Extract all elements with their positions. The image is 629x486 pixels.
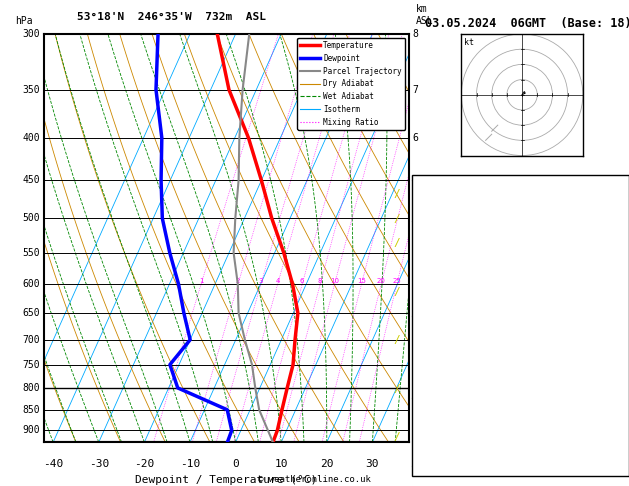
Text: 850: 850 <box>23 405 40 415</box>
Text: -6: -6 <box>605 425 616 434</box>
Text: /: / <box>393 433 400 442</box>
Text: 0: 0 <box>611 384 616 393</box>
Text: LCL: LCL <box>411 383 426 392</box>
Text: Hodograph: Hodograph <box>496 399 548 408</box>
Text: 47: 47 <box>605 193 616 203</box>
Text: 600: 600 <box>23 279 40 289</box>
Text: θᴇ(K): θᴇ(K) <box>421 261 450 271</box>
Text: θᴇ (K): θᴇ (K) <box>421 343 456 352</box>
Text: PW (cm): PW (cm) <box>421 207 462 216</box>
Text: -10: -10 <box>180 459 200 469</box>
Text: 550: 550 <box>23 248 40 258</box>
Text: 900: 900 <box>23 425 40 435</box>
Text: /: / <box>393 214 400 224</box>
Text: CIN (J): CIN (J) <box>421 384 462 393</box>
Text: 4: 4 <box>413 279 418 289</box>
Text: -30: -30 <box>89 459 109 469</box>
Text: 4: 4 <box>611 275 616 284</box>
Text: 800: 800 <box>23 383 40 393</box>
Text: 03.05.2024  06GMT  (Base: 18): 03.05.2024 06GMT (Base: 18) <box>425 17 629 30</box>
Text: -1.8: -1.8 <box>593 248 616 257</box>
Text: 8: 8 <box>318 278 323 284</box>
Text: 3: 3 <box>413 335 418 345</box>
Text: 650: 650 <box>23 308 40 318</box>
Text: 5: 5 <box>413 213 418 224</box>
Text: CIN (J): CIN (J) <box>421 302 462 312</box>
Text: -20: -20 <box>134 459 155 469</box>
Text: 750: 750 <box>23 360 40 370</box>
Text: 15: 15 <box>357 278 366 284</box>
Text: 0.54: 0.54 <box>593 207 616 216</box>
Text: 7: 7 <box>413 85 418 95</box>
Text: StmDir: StmDir <box>421 438 456 448</box>
Text: Most Unstable: Most Unstable <box>485 317 559 327</box>
Text: 53°18'N  246°35'W  732m  ASL: 53°18'N 246°35'W 732m ASL <box>77 12 266 22</box>
Text: 10: 10 <box>330 278 339 284</box>
Text: /: / <box>393 287 400 296</box>
Text: 10: 10 <box>274 459 288 469</box>
Text: -3: -3 <box>605 181 616 191</box>
Text: Temp (°C): Temp (°C) <box>421 234 473 243</box>
Text: CAPE (J): CAPE (J) <box>421 289 467 298</box>
Text: 4: 4 <box>611 357 616 366</box>
Text: 400: 400 <box>23 133 40 143</box>
Text: 30: 30 <box>365 459 379 469</box>
Text: hPa: hPa <box>15 16 33 26</box>
Text: 297: 297 <box>599 343 616 352</box>
Text: 25: 25 <box>392 278 401 284</box>
Text: /: / <box>393 238 400 248</box>
Text: 0: 0 <box>232 459 239 469</box>
Text: -40: -40 <box>43 459 64 469</box>
Text: kt: kt <box>464 38 474 47</box>
Text: Surface: Surface <box>502 222 542 231</box>
Text: EH: EH <box>421 411 433 420</box>
Text: CAPE (J): CAPE (J) <box>421 370 467 380</box>
Text: 20: 20 <box>320 459 333 469</box>
Text: 8.2: 8.2 <box>599 234 616 243</box>
Text: 300: 300 <box>23 29 40 39</box>
Text: 3: 3 <box>611 289 616 298</box>
Text: km
ASL: km ASL <box>416 4 434 26</box>
Text: 2: 2 <box>413 383 418 393</box>
Text: 20: 20 <box>377 278 386 284</box>
Text: SREH: SREH <box>421 425 445 434</box>
Text: 3: 3 <box>611 370 616 380</box>
Legend: Temperature, Dewpoint, Parcel Trajectory, Dry Adiabat, Wet Adiabat, Isotherm, Mi: Temperature, Dewpoint, Parcel Trajectory… <box>298 38 405 130</box>
Text: K: K <box>421 181 427 191</box>
Text: 350: 350 <box>23 85 40 95</box>
Text: 6: 6 <box>300 278 304 284</box>
Text: 4: 4 <box>276 278 280 284</box>
Text: 14°: 14° <box>599 438 616 448</box>
Text: /: / <box>393 190 400 199</box>
Text: 0: 0 <box>611 302 616 312</box>
Text: 1: 1 <box>413 425 418 435</box>
Text: 8: 8 <box>413 29 418 39</box>
Text: 297: 297 <box>599 261 616 271</box>
Text: /: / <box>393 335 400 345</box>
Text: -8: -8 <box>605 411 616 420</box>
Text: StmSpd (kt): StmSpd (kt) <box>421 452 485 461</box>
Text: /: / <box>393 384 400 394</box>
Text: Pressure (mb): Pressure (mb) <box>421 330 496 339</box>
Text: 933: 933 <box>599 330 616 339</box>
Text: 1: 1 <box>199 278 203 284</box>
Text: 450: 450 <box>23 175 40 185</box>
Text: 500: 500 <box>23 213 40 224</box>
Text: 6: 6 <box>413 133 418 143</box>
Text: Dewpoint / Temperature (°C): Dewpoint / Temperature (°C) <box>135 475 318 485</box>
Text: Totals Totals: Totals Totals <box>421 193 496 203</box>
Text: 700: 700 <box>23 335 40 345</box>
Text: Lifted Index: Lifted Index <box>421 357 491 366</box>
Text: © weatheronline.co.uk: © weatheronline.co.uk <box>258 474 371 484</box>
Text: 2: 2 <box>236 278 240 284</box>
Text: 3: 3 <box>259 278 263 284</box>
Text: Mixing Ratio (g/kg): Mixing Ratio (g/kg) <box>433 187 443 289</box>
Text: Lifted Index: Lifted Index <box>421 275 491 284</box>
Text: Dewp (°C): Dewp (°C) <box>421 248 473 257</box>
Text: 1: 1 <box>611 452 616 461</box>
